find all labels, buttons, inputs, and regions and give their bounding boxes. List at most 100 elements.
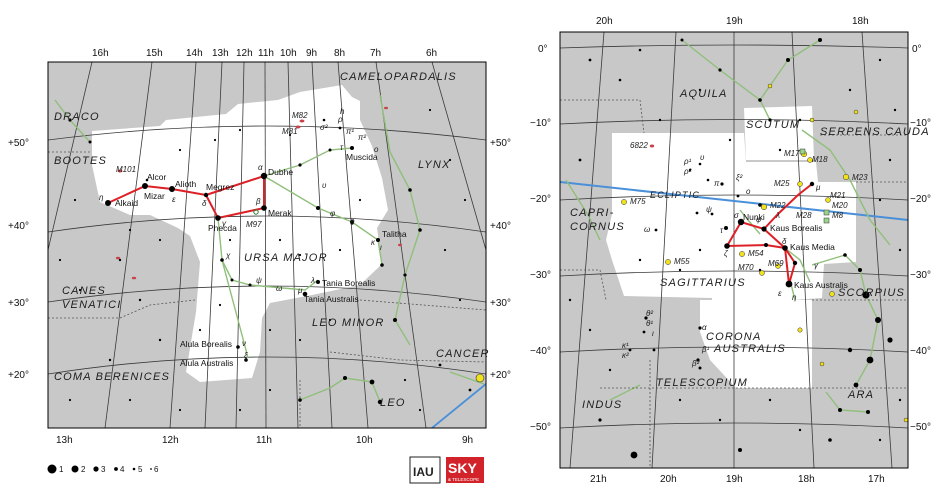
r-greek-xi2: ξ² [736, 173, 743, 182]
star-dubhe [260, 172, 268, 180]
magnitude-legend: 1 2 3 4 5 6 [47, 464, 159, 474]
greek-omicron: o [374, 145, 379, 154]
r-greek-theta1: θ¹ [646, 319, 653, 328]
r-greek-rho2: ρ² [683, 167, 692, 176]
ra-7h: 7h [370, 48, 381, 59]
ra-8h: 8h [334, 48, 345, 59]
greek-lambda: λ [310, 276, 315, 285]
left-map-frame [47, 61, 487, 429]
left-map: CAMELOPARDALIS DRACO BOOTES LYNX URSA MA… [8, 48, 511, 446]
r-dec-left-30: −30° [530, 270, 551, 281]
dec-left-20: +20° [8, 370, 29, 381]
star-alcor [145, 178, 149, 182]
label-alkaid: Alkaid [115, 198, 138, 208]
r-ra-bottom-21h: 21h [590, 474, 607, 485]
label-ngc6822: 6822 [630, 141, 648, 150]
label-m18: M18 [812, 155, 828, 164]
greek-kappa: κ [371, 238, 376, 247]
label-talitha: Talitha [382, 229, 407, 239]
greek-h: h [340, 107, 345, 116]
r-greek-iota: ι [652, 329, 654, 338]
label-merak: Merak [268, 208, 292, 218]
greek-omega: ω [276, 284, 282, 293]
r-greek-rho1: ρ¹ [683, 157, 692, 166]
r-greek-phi: φ [756, 215, 761, 224]
greek-upsilon: υ [322, 181, 327, 190]
star-kaus-media [782, 245, 788, 251]
label-megrez: Megrez [206, 182, 234, 192]
star-phecda [215, 215, 221, 221]
label-m69: M69 [768, 259, 784, 268]
greek-iota: ι [380, 243, 382, 252]
greek-epsilon: ε [172, 195, 176, 204]
label-m25: M25 [774, 179, 790, 188]
label-canes: CANES [62, 285, 106, 297]
label-nunki: Nunki [743, 212, 765, 222]
ra-11h: 11h [258, 48, 274, 59]
r-dec-right-50: −50° [910, 422, 931, 433]
label-cornus: CORNUS [570, 221, 625, 233]
dec-right-30: +30° [490, 298, 511, 309]
m8-square [823, 217, 830, 224]
r-greek-zeta: ζ [724, 249, 729, 258]
star-alkaid [105, 200, 111, 206]
label-phecda: Phecda [208, 223, 237, 233]
r-ra-18h: 18h [852, 16, 869, 27]
ra-bottom-13h: 13h [56, 435, 73, 446]
right-constellation-lines [565, 39, 891, 413]
label-alula-australis: Alula Australis [180, 358, 233, 368]
r-greek-omicron: ο [746, 187, 751, 196]
label-m8: M8 [832, 211, 844, 220]
label-telescopium: TELESCOPIUM [656, 377, 748, 389]
label-leo-minor: LEO MINOR [312, 317, 385, 329]
label-dubhe: Dubhe [268, 167, 293, 177]
greek-sigma2: σ² [320, 123, 328, 132]
sagittarius-teapot-figure [725, 220, 797, 285]
r-dec-left-10: −10° [530, 118, 551, 129]
r-greek-beta1: β¹ [701, 345, 710, 354]
left-boundaries [48, 151, 486, 428]
star-nunki [737, 218, 745, 226]
ra-14h: 14h [186, 48, 203, 59]
right-ecliptic-line [560, 181, 908, 221]
right-ra-labels-bottom: 21h 20h 19h 18h 17h [590, 474, 885, 485]
label-alcor: Alcor [147, 172, 167, 182]
label-mizar: Mizar [144, 191, 165, 201]
label-m20: M20 [832, 201, 848, 210]
mag4-label: 4 [120, 465, 125, 474]
r-ra-bottom-19h: 19h [726, 474, 743, 485]
greek-nu: ν [242, 339, 246, 348]
iau-logo: IAU [409, 456, 441, 484]
r-ra-20h: 20h [596, 16, 613, 27]
mag1-label: 1 [59, 465, 64, 474]
greek-rho: ρ [337, 115, 343, 124]
mag5-dot [132, 467, 136, 471]
label-kaus-media: Kaus Media [790, 242, 835, 252]
r-greek-upsilon: υ [700, 153, 705, 162]
label-tania-australis: Tania Australis [304, 294, 359, 304]
r-dec-right-10: −10° [910, 118, 931, 129]
greek-mu: μ [297, 286, 303, 295]
r-ra-bottom-17h: 17h [868, 474, 885, 485]
label-muscida: Muscida [346, 152, 378, 162]
r-dec-right-0: 0° [912, 44, 922, 55]
label-leo: LEO [380, 397, 406, 409]
label-alioth: Alioth [175, 179, 197, 189]
greek-tau: τ [340, 143, 344, 152]
r-ra-bottom-20h: 20h [660, 474, 677, 485]
dec-right-40: +40° [490, 221, 511, 232]
r-greek-alpha: α [702, 323, 707, 332]
label-m54: M54 [748, 249, 764, 258]
star-alioth [169, 186, 175, 192]
r-greek-kappa2: κ² [622, 351, 629, 360]
star-alula-a [244, 358, 248, 362]
label-m17: M17 [784, 149, 800, 158]
greek-beta: β [255, 197, 261, 206]
r-greek-omega: ω [644, 225, 650, 234]
ngc6822-galaxy [649, 144, 655, 148]
dec-left-30: +30° [8, 298, 29, 309]
greek-eta: η [99, 193, 104, 202]
right-boundaries [560, 99, 908, 468]
ra-12h: 12h [236, 48, 253, 59]
label-ecliptic: ECLIPTIC [650, 190, 700, 200]
